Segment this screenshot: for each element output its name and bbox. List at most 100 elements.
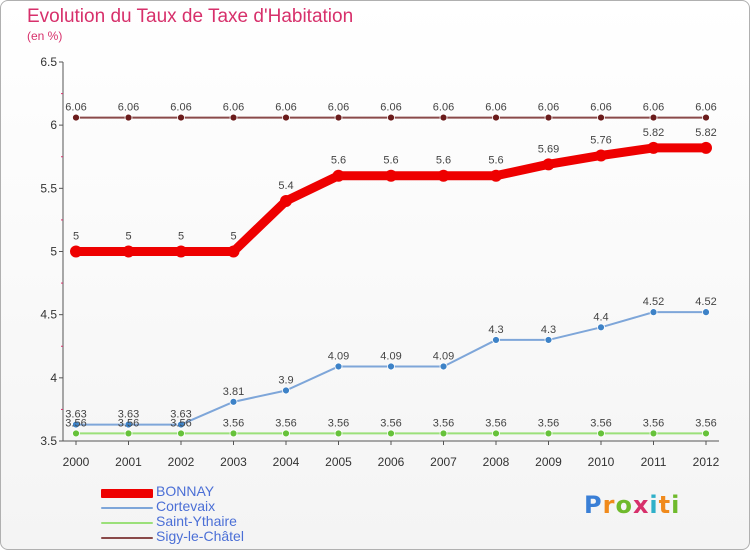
series-sigy-le-ch-tel: 6.06 6.06 6.06 6.06 6.06 6.06 6.06 6.06 6.06 6.06… xyxy=(65,102,717,122)
series-cortevaix: 3.63 3.63 3.63 3.81 3.9 4.09 4.09 4.09 4.3 4.3 4.4… xyxy=(65,296,717,429)
chart-title: Evolution du Taux de Taxe d'Habitation xyxy=(27,6,354,27)
data-label: 5.6 xyxy=(436,155,451,167)
data-label: 6.06 xyxy=(433,102,454,114)
logo-letter: i xyxy=(649,491,659,519)
data-label: 6.06 xyxy=(485,102,506,114)
data-point xyxy=(229,429,238,438)
data-point xyxy=(72,429,80,438)
data-label: 4.09 xyxy=(380,350,401,362)
data-label: 3.81 xyxy=(223,386,244,398)
data-label: 6.06 xyxy=(65,102,86,114)
data-label: 5.76 xyxy=(590,134,611,146)
data-point xyxy=(122,245,135,258)
logo-letter: r xyxy=(602,491,616,519)
logo-letter: x xyxy=(632,491,650,519)
data-point xyxy=(175,245,187,258)
data-label: 6.06 xyxy=(643,102,664,114)
data-label: 6.06 xyxy=(118,102,139,114)
data-label: 5.6 xyxy=(383,155,398,167)
legend-label: Sigy-le-Châtel xyxy=(156,528,244,544)
data-point xyxy=(439,113,448,122)
data-point xyxy=(334,429,343,438)
data-label: 4.3 xyxy=(541,324,556,336)
x-tick-label: 2000 xyxy=(63,455,90,469)
proxiti-logo: Proxiti xyxy=(584,491,680,519)
data-label: 4.4 xyxy=(593,311,608,323)
data-label: 5 xyxy=(73,231,79,243)
legend-label: Cortevaix xyxy=(156,498,216,514)
data-label: 3.56 xyxy=(485,417,506,429)
data-point xyxy=(544,113,553,122)
data-point xyxy=(282,429,290,438)
data-point xyxy=(177,420,185,429)
data-label: 5.6 xyxy=(488,155,503,167)
data-point xyxy=(177,113,185,122)
data-point xyxy=(597,113,605,122)
data-label: 3.56 xyxy=(275,417,296,429)
data-label: 3.56 xyxy=(695,417,716,429)
data-label: 5 xyxy=(230,231,236,243)
data-label: 6.06 xyxy=(695,102,716,114)
x-tick-label: 2010 xyxy=(588,455,615,469)
data-point xyxy=(597,429,605,438)
y-tick-label: 3.5 xyxy=(40,434,57,448)
data-point xyxy=(700,141,712,154)
data-point xyxy=(702,113,710,122)
x-tick-label: 2005 xyxy=(325,455,352,469)
y-tick-label: 5 xyxy=(50,245,57,259)
data-point xyxy=(332,169,345,182)
data-point xyxy=(387,362,395,371)
y-tick-label: 6.5 xyxy=(40,55,57,69)
logo-letter: P xyxy=(584,491,603,519)
data-label: 3.56 xyxy=(65,417,86,429)
data-point xyxy=(544,429,553,438)
legend-label: BONNAY xyxy=(156,483,215,499)
data-point xyxy=(229,113,238,122)
data-label: 3.56 xyxy=(590,417,611,429)
data-label: 5.4 xyxy=(278,180,293,192)
data-label: 5 xyxy=(178,231,184,243)
data-label: 4.09 xyxy=(328,350,349,362)
data-label: 3.56 xyxy=(223,417,244,429)
x-tick-label: 2001 xyxy=(115,455,142,469)
legend-swatch xyxy=(101,522,153,524)
logo-letter: o xyxy=(615,491,633,519)
data-point xyxy=(702,429,710,438)
data-label: 3.63 xyxy=(65,409,86,421)
data-point xyxy=(229,397,238,406)
data-label: 3.63 xyxy=(170,409,191,421)
data-point xyxy=(387,429,395,438)
data-label: 3.56 xyxy=(538,417,559,429)
data-point xyxy=(492,113,500,122)
x-tick-label: 2012 xyxy=(693,455,720,469)
data-point xyxy=(334,362,343,371)
x-tick-label: 2004 xyxy=(273,455,300,469)
data-label: 3.63 xyxy=(118,409,139,421)
data-point xyxy=(647,141,660,154)
series-saint-ythaire: 3.56 3.56 3.56 3.56 3.56 3.56 3.56 3.56 3.56 3.56… xyxy=(65,417,717,438)
data-point xyxy=(649,308,658,317)
data-label: 3.56 xyxy=(380,417,401,429)
x-tick-label: 2011 xyxy=(641,455,667,469)
data-label: 3.56 xyxy=(118,417,139,429)
data-label: 6.06 xyxy=(275,102,296,114)
data-point xyxy=(70,245,82,258)
data-label: 6.06 xyxy=(170,102,191,114)
data-point xyxy=(124,429,133,438)
data-point xyxy=(334,113,343,122)
data-point xyxy=(490,169,502,182)
x-tick-label: 2003 xyxy=(220,455,247,469)
data-label: 3.56 xyxy=(328,417,349,429)
x-tick-label: 2009 xyxy=(535,455,562,469)
y-tick-label: 5.5 xyxy=(40,181,57,195)
y-tick-label: 6 xyxy=(50,118,57,132)
data-label: 4.52 xyxy=(643,296,664,308)
x-tick-label: 2006 xyxy=(378,455,405,469)
data-label: 6.06 xyxy=(538,102,559,114)
data-label: 5.6 xyxy=(331,155,346,167)
data-label: 3.9 xyxy=(278,374,293,386)
data-point xyxy=(597,323,605,332)
data-point xyxy=(439,429,448,438)
